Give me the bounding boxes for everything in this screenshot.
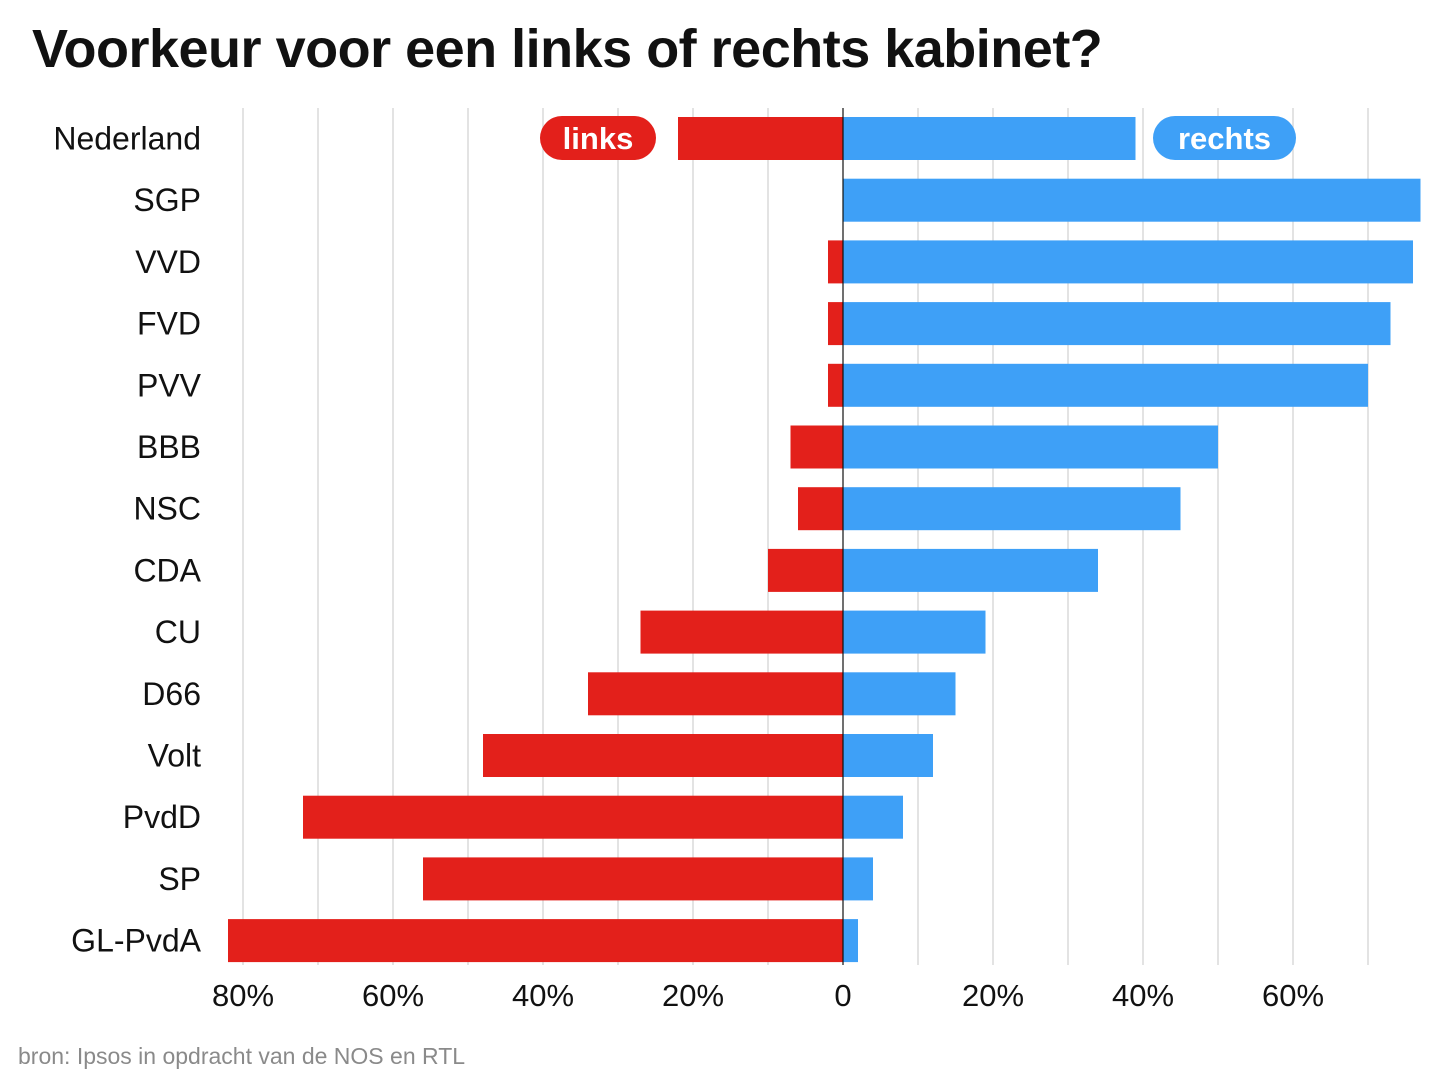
- tick-label-layer: 80% 60% 40% 20% 0 20% 40% 60%: [212, 978, 1324, 1013]
- x-tick-label: 60%: [362, 978, 424, 1013]
- bar-links-d66: [588, 672, 843, 716]
- bar-links-nederland: [678, 117, 843, 160]
- category-label: CDA: [133, 552, 201, 588]
- rechts-pill: [1153, 116, 1296, 160]
- bar-rechts-pvv: [843, 363, 1368, 407]
- bar-rechts-vvd: [843, 240, 1413, 284]
- category-label-layer: Nederland SGP VVD FVD PVV BBB NSC CDA CU D66 Volt P…: [53, 121, 201, 959]
- bar-links-bbb: [790, 425, 843, 469]
- x-tick-label: 20%: [962, 978, 1024, 1013]
- x-tick-label: 80%: [212, 978, 274, 1013]
- x-tick-label: 40%: [512, 978, 574, 1013]
- bar-rechts-nsc: [843, 487, 1181, 531]
- bar-rechts-d66: [843, 672, 956, 716]
- category-label: FVD: [137, 306, 201, 342]
- category-label: NSC: [133, 491, 201, 527]
- bar-links-fvd: [828, 302, 843, 346]
- category-label: Volt: [148, 738, 201, 774]
- category-label: SP: [158, 861, 201, 897]
- source-note: bron: Ipsos in opdracht van de NOS en RT…: [18, 1043, 466, 1069]
- bar-links-sp: [423, 857, 843, 901]
- bar-rechts-bbb: [843, 425, 1218, 469]
- bar-rechts-fvd: [843, 302, 1391, 346]
- bar-links-gl-pvda: [228, 919, 843, 963]
- bar-rechts-pvdd: [843, 795, 903, 839]
- bar-links-volt: [483, 734, 843, 777]
- category-label: PVV: [137, 367, 202, 403]
- category-label: BBB: [137, 429, 201, 465]
- bar-links-nsc: [798, 487, 843, 531]
- legend-layer: links rechts: [540, 116, 1296, 160]
- category-label: VVD: [135, 244, 201, 280]
- category-label: Nederland: [53, 121, 201, 157]
- bar-rechts-gl-pvda: [843, 919, 858, 963]
- category-label: CU: [155, 614, 201, 650]
- bar-links-vvd: [828, 240, 843, 284]
- bar-rechts-sgp: [843, 178, 1421, 222]
- bar-rechts-nederland: [843, 117, 1136, 160]
- bar-rechts-sp: [843, 857, 873, 901]
- category-label: SGP: [133, 182, 201, 218]
- links-legend-label: links: [563, 121, 634, 156]
- bar-links-cu: [640, 610, 843, 654]
- x-tick-label: 40%: [1112, 978, 1174, 1013]
- x-tick-label: 20%: [662, 978, 724, 1013]
- bar-links-cda: [768, 548, 843, 592]
- bar-layer: [228, 108, 1421, 965]
- rechts-legend-label: rechts: [1178, 121, 1271, 156]
- category-label: D66: [142, 676, 201, 712]
- bar-links-pvv: [828, 363, 843, 407]
- bar-rechts-cda: [843, 548, 1098, 592]
- x-tick-label: 0: [834, 978, 851, 1013]
- chart-title: Voorkeur voor een links of rechts kabine…: [32, 19, 1103, 79]
- bar-rechts-cu: [843, 610, 986, 654]
- bar-links-pvdd: [303, 795, 843, 839]
- category-label: GL-PvdA: [71, 923, 201, 959]
- x-tick-label: 60%: [1262, 978, 1324, 1013]
- category-label: PvdD: [123, 799, 201, 835]
- bar-rechts-volt: [843, 734, 933, 777]
- links-pill: [540, 116, 656, 160]
